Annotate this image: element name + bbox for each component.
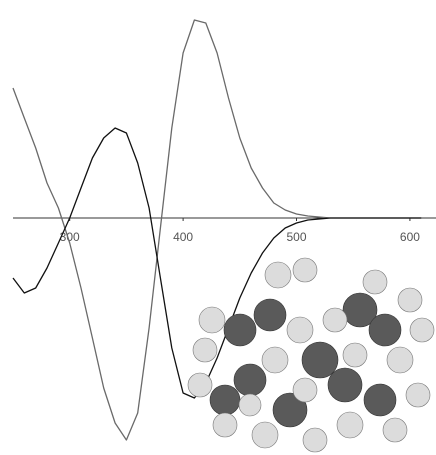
atom — [265, 262, 291, 288]
atom — [252, 422, 278, 448]
atom — [383, 418, 407, 442]
atom — [193, 338, 217, 362]
atom — [337, 412, 363, 438]
atom — [410, 318, 434, 342]
atom — [387, 347, 413, 373]
x-tick-label: 400 — [173, 230, 193, 244]
x-tick-label: 500 — [286, 230, 306, 244]
chart: 300400500600 — [0, 0, 436, 455]
atom — [406, 383, 430, 407]
atom — [239, 394, 261, 416]
atom — [293, 378, 317, 402]
atom — [287, 317, 313, 343]
atom — [364, 384, 396, 416]
atom — [210, 385, 240, 415]
atom — [199, 307, 225, 333]
atom — [293, 258, 317, 282]
atom — [262, 347, 288, 373]
x-tick-label: 600 — [400, 230, 420, 244]
atom — [213, 413, 237, 437]
atom — [303, 428, 327, 452]
atom — [343, 343, 367, 367]
molecule-model — [188, 258, 434, 452]
atom — [363, 270, 387, 294]
atom — [369, 314, 401, 346]
atom — [328, 368, 362, 402]
atom — [234, 364, 266, 396]
atom — [224, 314, 256, 346]
atom — [323, 308, 347, 332]
atom — [398, 288, 422, 312]
atom — [188, 373, 212, 397]
atom — [302, 342, 338, 378]
atom — [254, 299, 286, 331]
